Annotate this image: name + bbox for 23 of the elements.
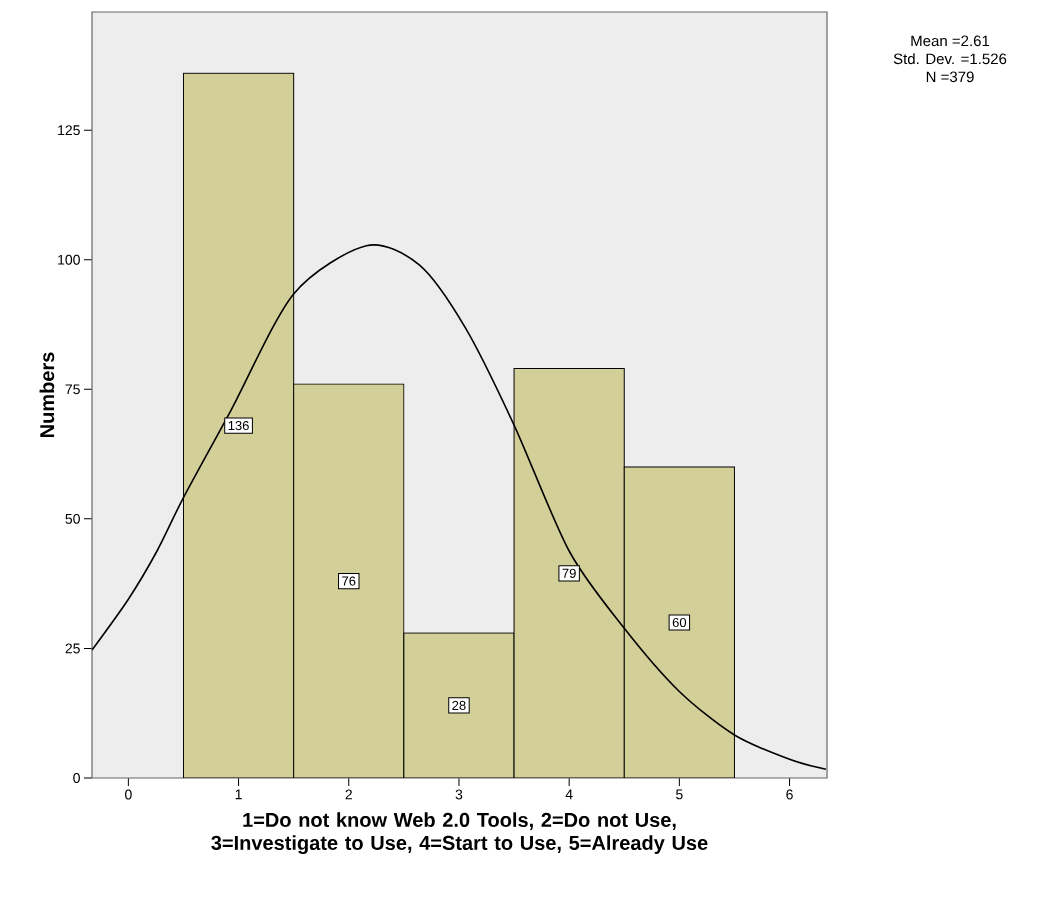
y-axis-title: Numbers: [39, 352, 55, 438]
x-tick-label: 5: [676, 789, 683, 800]
data-label: 79: [562, 568, 576, 578]
y-tick-label: 0: [73, 773, 80, 783]
x-tick-label: 6: [786, 789, 793, 800]
y-tick-label: 100: [58, 254, 80, 265]
data-label: 28: [452, 700, 466, 711]
text: Std. Dev. =1.526: [893, 53, 1007, 65]
y-tick-label: 75: [65, 384, 80, 395]
data-label: 136: [228, 420, 249, 431]
y-tick-label: 25: [65, 643, 80, 654]
y-tick-label: 125: [58, 125, 80, 136]
data-label: 76: [342, 576, 356, 586]
x-axis-title: 1=Do not know Web 2.0 Tools, 2=Do not Use, 3=Investigate to Use, 4=Start to Use, 5=Already Use: [211, 812, 708, 855]
x-tick-label: 0: [125, 789, 132, 800]
data-label: 60: [672, 617, 687, 628]
x-tick-label: 4: [565, 789, 573, 800]
text: N =379: [926, 71, 974, 83]
x-tick-label: 1: [235, 789, 242, 800]
y-tick-label: 50: [65, 513, 80, 524]
text: Mean =2.61: [911, 35, 990, 47]
x-tick-label: 2: [345, 789, 352, 800]
x-tick-label: 3: [455, 789, 463, 800]
